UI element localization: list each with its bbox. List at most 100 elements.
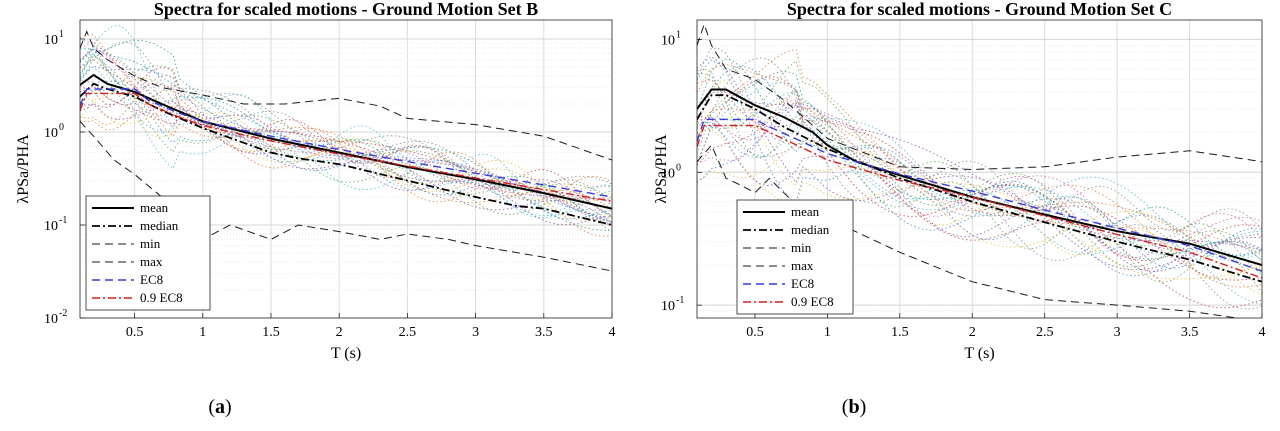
record-spectrum-line — [80, 78, 612, 216]
legend-label-min: min — [791, 240, 812, 255]
x-tick-label: 2 — [969, 325, 976, 340]
grid — [697, 20, 1262, 318]
panel-label-a: (a) — [208, 396, 232, 418]
series-group — [697, 22, 1262, 318]
series-line-min — [80, 121, 612, 272]
record-spectrum-line — [80, 65, 612, 233]
x-tick-label: 1 — [199, 325, 206, 340]
y-tick-exponent: -1 — [676, 295, 684, 306]
legend-label-median: median — [140, 218, 179, 233]
record-spectrum-line — [697, 55, 1262, 271]
legend-box — [85, 195, 211, 311]
y-tick-exponent: -2 — [59, 308, 67, 319]
panel-label-b: (b) — [841, 396, 867, 418]
x-tick-label: 1 — [824, 325, 831, 340]
x-tick-label: 2 — [336, 325, 343, 340]
record-spectrum-line — [80, 25, 612, 212]
legend-label-ec8: EC8 — [140, 272, 163, 287]
record-spectrum-line — [80, 67, 612, 215]
record-spectrum-line — [697, 91, 1262, 305]
record-spectrum-line — [697, 91, 1262, 251]
x-axis-label: T (s) — [964, 345, 994, 362]
x-tick-label: 3.5 — [1181, 325, 1199, 340]
series-line-ec8 — [697, 118, 1262, 272]
legend-box — [736, 199, 854, 315]
legend: mean median min max EC8 0.9 EC8 — [85, 195, 211, 311]
legend: mean median min max EC8 0.9 EC8 — [736, 199, 854, 315]
x-tick-label: 0.5 — [746, 325, 764, 340]
record-spectrum-line — [80, 48, 612, 223]
record-spectrum-line — [80, 83, 612, 226]
axes-box — [79, 19, 613, 319]
x-tick-label: 1.5 — [891, 325, 909, 340]
record-spectrum-line — [80, 41, 612, 225]
series-group — [80, 30, 612, 272]
y-tick-label: 10 — [661, 33, 675, 48]
y-tick-exponent: 0 — [59, 122, 64, 133]
panel-letter-b: b — [848, 396, 860, 418]
legend-label-ec8: EC8 — [791, 276, 814, 291]
record-spectrum-line — [697, 117, 1262, 261]
y-tick-exponent: 1 — [676, 29, 681, 40]
y-tick-label: 10 — [44, 312, 58, 327]
y-tick-label: 10 — [661, 299, 675, 314]
legend-label-max: max — [791, 258, 814, 273]
panel-b: 0.5 1 1.5 2 2.5 3 3.5 4 10 -1 10 0 10 1 Spectra for sc… — [640, 0, 1280, 431]
x-tick-label: 3 — [472, 325, 479, 340]
record-spectrum-line — [80, 54, 612, 219]
y-tick-exponent: -1 — [59, 215, 67, 226]
record-spectrum-line — [697, 89, 1262, 259]
record-spectrum-line — [697, 80, 1262, 281]
y-tick-label: 10 — [44, 219, 58, 234]
series-line-max — [80, 30, 612, 161]
record-spectrum-line — [80, 53, 612, 205]
panel-letter-a: a — [215, 396, 225, 418]
series-line-ec8_09 — [80, 92, 612, 202]
legend-label-mean: mean — [140, 200, 169, 215]
record-spectrum-line — [80, 100, 612, 223]
x-tick-label: 4 — [1259, 325, 1266, 340]
record-spectrum-line — [697, 71, 1262, 260]
panel-a: 0.5 1 1.5 2 2.5 3 3.5 4 10 -2 10 -1 10 0 10 1 Spectra fo… — [15, 0, 616, 418]
record-spectrum-line — [697, 99, 1262, 270]
record-spectrum-line — [697, 76, 1262, 261]
record-spectrum-line — [80, 80, 612, 220]
record-spectrum-line — [80, 55, 612, 218]
record-spectrum-line — [80, 97, 612, 222]
x-tick-label: 2.5 — [399, 325, 417, 340]
legend-label-ec8_09: 0.9 EC8 — [791, 294, 834, 309]
x-tick-label: 4 — [609, 325, 616, 340]
y-tick-exponent: 0 — [676, 162, 681, 173]
record-spectrum-line — [80, 65, 612, 220]
legend-label-min: min — [140, 236, 161, 251]
series-line-mean — [697, 88, 1262, 267]
record-spectrum-line — [697, 141, 1262, 296]
x-tick-label: 1.5 — [262, 325, 280, 340]
chart-title: Spectra for scaled motions - Ground Moti… — [154, 0, 538, 19]
record-spectrum-line — [80, 85, 612, 201]
record-spectrum-line — [697, 73, 1262, 276]
y-tick-label: 10 — [44, 33, 58, 48]
series-line-ec8_09 — [697, 124, 1262, 279]
record-spectrum-line — [80, 74, 612, 201]
series-line-mean — [80, 73, 612, 210]
record-spectrum-line — [697, 60, 1262, 268]
x-tick-label: 2.5 — [1036, 325, 1054, 340]
x-tick-label: 3.5 — [535, 325, 553, 340]
y-tick-label: 10 — [661, 166, 675, 181]
series-line-max — [697, 22, 1262, 171]
series-line-median — [697, 94, 1262, 283]
x-tick-label: 3 — [1114, 325, 1121, 340]
series-line-median — [80, 82, 612, 226]
y-axis-label: λPSa/PHA — [653, 134, 670, 204]
y-tick-label: 10 — [44, 126, 58, 141]
legend-label-median: median — [791, 222, 830, 237]
record-spectrum-line — [697, 58, 1262, 257]
y-tick-exponent: 1 — [59, 29, 64, 40]
record-spectrum-line — [697, 63, 1262, 255]
legend-label-max: max — [140, 254, 163, 269]
record-spectrum-line — [697, 116, 1262, 251]
series-line-ec8 — [80, 88, 612, 198]
